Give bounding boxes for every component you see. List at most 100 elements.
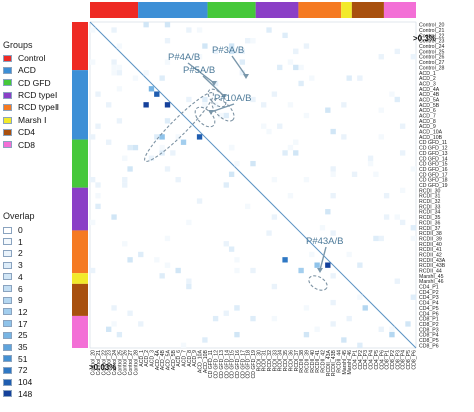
overlap-cell	[250, 160, 256, 167]
overlap-cell	[223, 241, 229, 247]
overlap-cell	[271, 91, 278, 97]
overlap-cell	[367, 160, 374, 167]
overlap-cell	[106, 102, 112, 108]
group-legend-item: ACD	[3, 65, 36, 75]
overlap-cell	[410, 54, 416, 60]
x-tick-label: Control_22	[101, 350, 107, 375]
diagonal-line	[89, 21, 417, 349]
overlap-legend-item: 72	[3, 365, 27, 375]
group-legend-item: CD GFD	[3, 78, 51, 88]
overlap-cell	[122, 176, 128, 183]
x-tick-label: CD GFD_14	[224, 350, 230, 379]
y-tick-label: Control_24	[419, 44, 444, 50]
overlap-legend-label: 72	[18, 365, 28, 376]
overlap-cell	[250, 267, 256, 274]
overlap-cell	[159, 75, 165, 81]
x-tick-label: ACD_1	[139, 350, 145, 367]
overlap-cell	[186, 27, 192, 33]
overlap-cell	[341, 337, 347, 343]
overlap-cell	[212, 48, 219, 55]
overlap-cell	[138, 251, 144, 258]
overlap-cell	[303, 305, 310, 311]
overlap-cell	[373, 171, 379, 177]
overlap-cell	[309, 75, 315, 81]
overlap-cell	[410, 225, 416, 231]
y-tick-label: CD GFD_16	[419, 167, 448, 173]
x-tick-label: RCDII_38	[299, 350, 305, 373]
overlap-cell	[399, 187, 406, 194]
y-tick-label: CD8_P6	[419, 343, 439, 349]
overlap-cell	[228, 144, 235, 151]
top-bar-control	[90, 2, 139, 18]
overlap-cell	[143, 70, 149, 76]
overlap-cell	[111, 59, 117, 65]
annotation-ellipse	[211, 98, 235, 122]
overlap-legend-item: 2	[3, 248, 23, 258]
overlap-cell	[378, 235, 384, 242]
overlap-legend-label: 1	[18, 236, 23, 247]
overlap-cell	[228, 48, 235, 55]
overlap-cell	[314, 326, 320, 332]
overlap-cell	[410, 294, 416, 300]
y-tick-label: ACD_4B	[419, 92, 440, 98]
overlap-cell	[127, 166, 133, 172]
overlap-legend-item: 1	[3, 237, 23, 247]
overlap-cell	[111, 305, 117, 311]
y-tick-label: CD GFD_11	[419, 140, 447, 146]
overlap-cell	[330, 299, 336, 306]
overlap-cell-highlight	[143, 102, 149, 108]
x-tick-label: Control_21	[96, 350, 102, 375]
overlap-cell	[116, 64, 123, 71]
overlap-legend-label: 0	[18, 225, 23, 235]
y-tick-label: CD4_P3	[419, 295, 439, 301]
overlap-cell-highlight	[196, 134, 203, 140]
y-tick-label: Control_22	[419, 33, 444, 39]
x-tick-label: RCDI_33	[272, 350, 278, 371]
y-tick-label: CD GFD_13	[419, 151, 448, 157]
y-tick-label: MarshI_45	[419, 274, 444, 280]
overlap-cell	[148, 155, 155, 161]
overlap-legend-item: 35	[3, 342, 27, 352]
overlap-cell	[164, 22, 171, 28]
overlap-cell	[234, 331, 240, 338]
overlap-cell	[228, 43, 235, 49]
y-tick-label: CD GFD_18	[419, 178, 448, 184]
y-tick-label: CD4_P1	[419, 285, 439, 291]
overlap-legend-swatch	[3, 238, 12, 246]
x-tick-label: ACD_4B	[160, 349, 166, 370]
group-legend-swatch	[3, 116, 12, 124]
left-bar-rcd-type	[72, 187, 88, 231]
top-bar-acd	[138, 2, 208, 18]
overlap-cell-highlight	[282, 257, 288, 263]
x-tick-label: CD8_P4	[401, 350, 407, 370]
x-tick-label: RCDI_34	[278, 350, 284, 371]
overlap-cell	[341, 102, 347, 108]
overlap-cell	[378, 107, 384, 113]
overlap-cell	[293, 139, 299, 145]
overlap-legend-title: Overlap	[3, 211, 35, 221]
annotation-label: P#43A/B	[306, 236, 344, 247]
overlap-cell	[394, 214, 400, 220]
overlap-cell	[282, 150, 288, 156]
x-tick-label: ACD_4A	[155, 349, 161, 370]
overlap-cell	[293, 150, 299, 156]
overlap-cell	[95, 203, 101, 210]
overlap-cell	[116, 86, 123, 92]
overlap-legend-swatch	[3, 296, 12, 304]
overlap-cell	[266, 230, 272, 236]
annotation-ellipse	[308, 275, 328, 291]
overlap-cell	[357, 262, 363, 268]
y-tick-label: RCDII_42	[419, 252, 442, 258]
overlap-legend-item: 3	[3, 260, 23, 270]
left-bar-control	[72, 22, 88, 71]
overlap-cell	[90, 267, 96, 274]
y-tick-label: RCDI_36	[419, 220, 440, 226]
overlap-legend-swatch	[3, 273, 12, 281]
y-tick-label: RCDII_43B	[419, 263, 446, 269]
overlap-legend-item: 0	[3, 225, 23, 235]
overlap-cell	[271, 214, 278, 220]
overlap-cell	[90, 27, 96, 33]
y-tick-label: RCDII_38	[419, 231, 442, 237]
overlap-cell	[234, 305, 240, 311]
x-tick-label: RCDII_44	[337, 350, 343, 373]
